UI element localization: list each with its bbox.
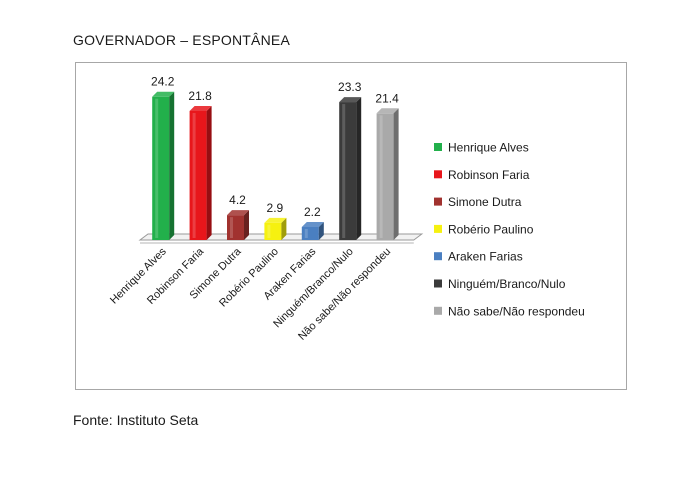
- legend-swatch: [434, 170, 442, 179]
- legend-item: Simone Dutra: [434, 195, 522, 209]
- bar-3: [227, 210, 249, 240]
- source-note: Fonte: Instituto Seta: [73, 412, 199, 428]
- legend-swatch: [434, 306, 442, 315]
- legend-item: Robinson Faria: [434, 168, 530, 182]
- bar-top: [189, 105, 212, 111]
- bar-5: [301, 221, 324, 240]
- bar-side: [281, 217, 287, 240]
- bar-top: [264, 217, 287, 223]
- bar-highlight: [379, 115, 383, 238]
- value-labels: 24.2 21.8 4.2 2.9 2.2 23.3 21.4: [151, 75, 399, 219]
- value-label: 21.4: [375, 91, 399, 105]
- legend-swatch: [434, 279, 442, 288]
- legend-item: Henrique Alves: [434, 141, 529, 155]
- bar-top: [301, 221, 324, 227]
- legend-swatch: [434, 224, 442, 233]
- value-label: 24.2: [151, 75, 175, 89]
- bar-side: [169, 91, 175, 241]
- value-label: 4.2: [229, 193, 246, 207]
- legend-swatch: [434, 252, 442, 261]
- legend-label: Não sabe/Não respondeu: [448, 304, 585, 318]
- bar-7: [376, 108, 399, 240]
- legend-label: Simone Dutra: [448, 195, 522, 209]
- bar-front: [189, 110, 207, 240]
- bar-front: [227, 215, 244, 240]
- bar-front: [264, 222, 282, 240]
- bar-front: [376, 113, 394, 240]
- bar-top: [152, 91, 175, 97]
- bars-group: [152, 91, 399, 241]
- value-label: 2.9: [267, 201, 284, 215]
- bar-6: [339, 97, 362, 241]
- legend-label: Ninguém/Branco/Nulo: [448, 277, 566, 291]
- legend-swatch: [434, 143, 442, 151]
- value-label: 23.3: [338, 80, 362, 94]
- bar-side: [244, 210, 249, 240]
- bar-4: [264, 217, 287, 240]
- bar-front: [152, 96, 170, 241]
- bar-highlight: [267, 224, 271, 238]
- bar-highlight: [230, 217, 233, 238]
- bar-side: [206, 105, 212, 240]
- bar-side: [356, 97, 362, 241]
- legend: Henrique Alves Robinson Faria Simone Dutra…: [434, 141, 585, 318]
- value-label: 2.2: [304, 205, 321, 219]
- bar-top: [339, 97, 362, 103]
- chart-frame: [75, 62, 627, 390]
- bar-2: [189, 105, 212, 240]
- legend-item: Araken Farias: [434, 250, 523, 264]
- bar-top: [227, 210, 249, 216]
- bar-highlight: [155, 98, 159, 239]
- legend-label: Robério Paulino: [448, 222, 534, 236]
- legend-item: Robério Paulino: [434, 222, 534, 236]
- legend-swatch: [434, 197, 442, 206]
- bar-1: [152, 91, 175, 241]
- bar-side: [318, 221, 324, 240]
- bar-front: [339, 102, 357, 241]
- legend-item: Ninguém/Branco/Nulo: [434, 277, 566, 291]
- bar-side: [393, 108, 399, 240]
- chart-title: GOVERNADOR – ESPONTÂNEA: [73, 32, 290, 48]
- legend-label: Henrique Alves: [448, 141, 529, 155]
- value-label: 21.8: [188, 89, 212, 103]
- bar-highlight: [342, 104, 346, 239]
- legend-label: Robinson Faria: [448, 168, 530, 182]
- bar-top: [376, 108, 399, 114]
- bar-highlight: [304, 228, 308, 238]
- legend-item: Não sabe/Não respondeu: [434, 304, 585, 318]
- bar-front: [301, 226, 319, 240]
- legend-label: Araken Farias: [448, 250, 523, 264]
- bar-highlight: [192, 112, 196, 238]
